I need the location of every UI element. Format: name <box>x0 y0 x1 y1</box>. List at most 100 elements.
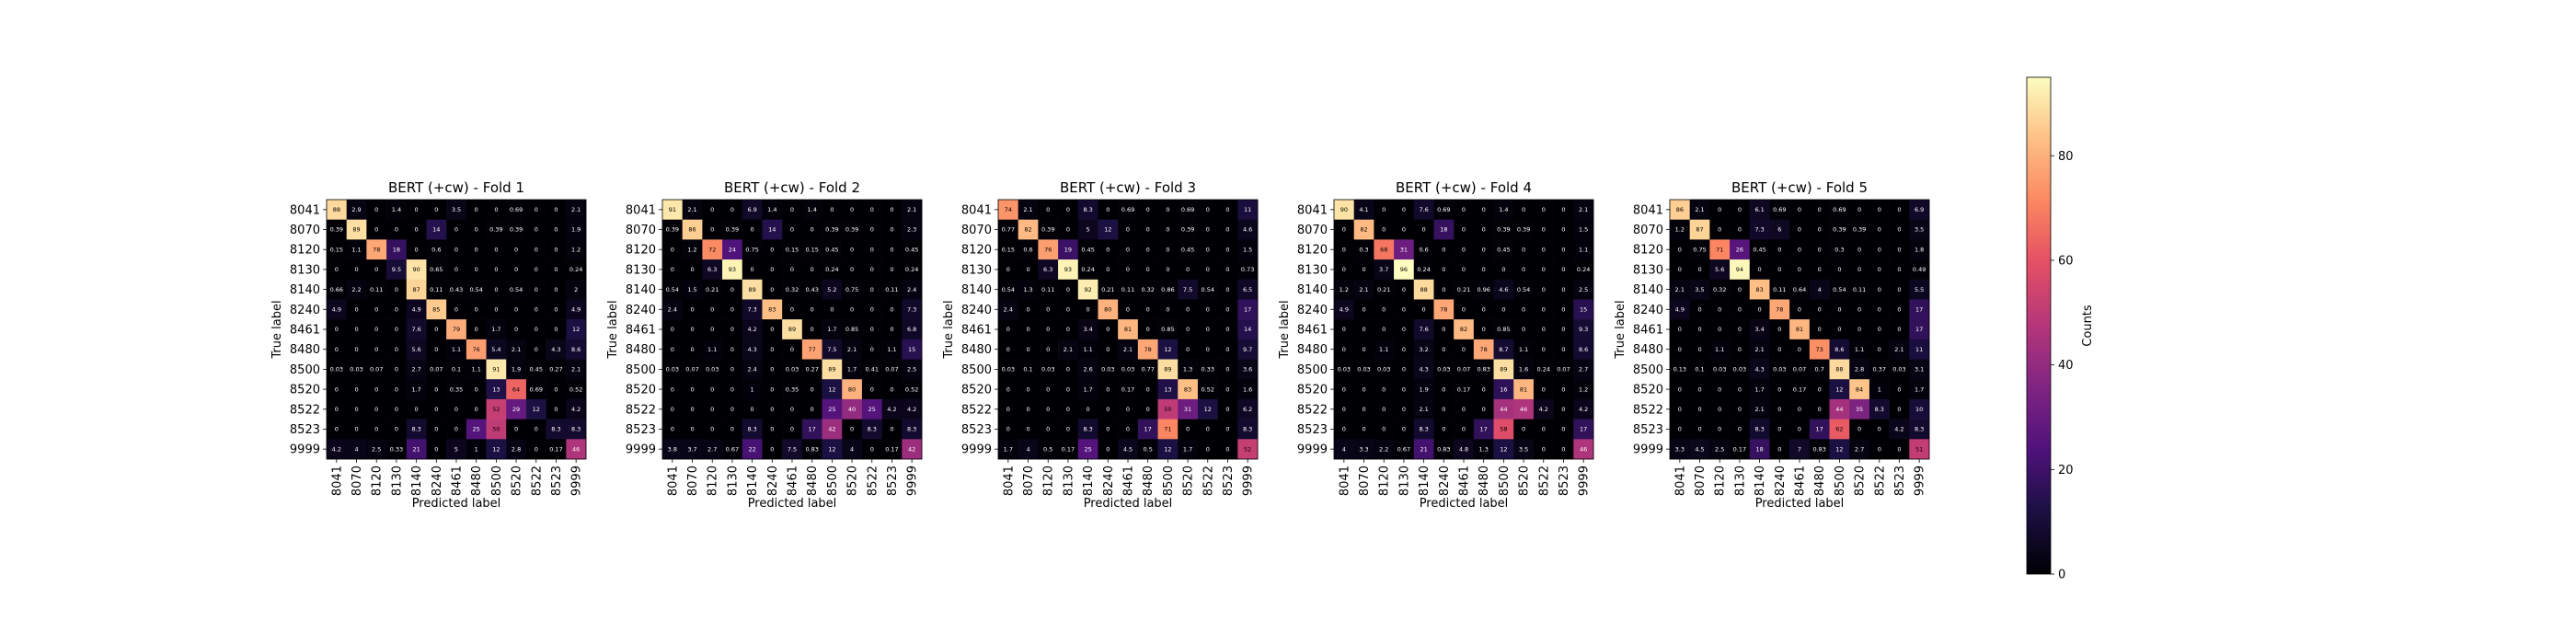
cell-value-label: 1.7 <box>847 366 857 374</box>
heatmap-cell <box>1513 419 1535 440</box>
heatmap-cell <box>1670 359 1690 380</box>
heatmap-cell <box>1433 279 1455 300</box>
heatmap-cell <box>1197 239 1218 260</box>
x-tick-label: 8523 <box>1558 466 1571 496</box>
heatmap-cell <box>782 398 803 420</box>
cell-value-label: 21 <box>1420 445 1427 453</box>
heatmap-cell <box>682 279 703 300</box>
cell-value-label: 0 <box>1362 266 1365 273</box>
heatmap-cell <box>722 200 743 220</box>
heatmap-cell <box>1689 200 1710 220</box>
heatmap-cell <box>486 379 507 400</box>
heatmap-cell <box>327 239 347 260</box>
heatmap-cell <box>1709 339 1731 360</box>
cell-value-label: 0.85 <box>1497 326 1510 333</box>
cell-value-label: 0.03 <box>1041 366 1054 374</box>
cell-value-label: 4.6 <box>1499 286 1508 293</box>
cell-value-label: 82 <box>1024 226 1031 234</box>
cell-value-label: 0 <box>374 266 378 273</box>
cell-value-label: 0 <box>850 306 854 314</box>
heatmap-cell <box>801 200 822 220</box>
cell-value-label: 0 <box>1482 206 1486 213</box>
heatmap-cell <box>1374 339 1395 360</box>
cell-value-label: 25 <box>1084 445 1091 453</box>
heatmap-cell <box>1038 379 1059 400</box>
cell-value-label: 87 <box>412 286 420 293</box>
heatmap-cell <box>1889 319 1910 340</box>
cell-value-label: 0 <box>870 286 874 293</box>
cell-value-label: 3.3 <box>1359 445 1368 453</box>
heatmap-cell <box>366 359 387 380</box>
heatmap-cell <box>998 419 1018 440</box>
x-tick-label: 8240 <box>1438 466 1452 496</box>
cell-value-label: 91 <box>669 206 676 213</box>
y-tick-label: 8480 <box>961 343 992 357</box>
heatmap-cell <box>861 398 882 420</box>
heatmap-cell <box>782 279 803 300</box>
cell-value-label: 2.1 <box>687 206 696 213</box>
cell-value-label: 0 <box>1738 385 1742 393</box>
heatmap-cell <box>1473 379 1494 400</box>
cell-value-label: 7.5 <box>827 346 836 353</box>
cell-value-label: 64 <box>512 385 520 393</box>
heatmap-cell <box>1038 419 1059 440</box>
cell-value-label: 0 <box>1542 346 1546 353</box>
cell-value-label: 0 <box>1542 226 1546 234</box>
heatmap-cell <box>742 319 763 340</box>
heatmap-cell <box>662 299 683 320</box>
cell-value-label: 10 <box>1915 406 1923 413</box>
cell-value-label: 83 <box>768 306 776 314</box>
cell-value-label: 0 <box>1026 426 1029 433</box>
cell-value-label: 1.7 <box>411 385 420 393</box>
cell-value-label: 0 <box>1798 226 1801 234</box>
cell-value-label: 0 <box>494 206 498 213</box>
cell-value-label: 0.03 <box>1101 366 1114 374</box>
cell-value-label: 2.1 <box>1359 286 1368 293</box>
cell-value-label: 0.11 <box>1041 286 1054 293</box>
heatmap-cell <box>1394 439 1415 460</box>
cell-value-label: 1.4 <box>1499 206 1508 213</box>
cell-value-label: 42 <box>908 445 915 453</box>
cell-value-label: 0 <box>1697 385 1701 393</box>
cell-value-label: 1.1 <box>1579 246 1588 253</box>
heatmap-cell <box>1809 419 1830 440</box>
cell-value-label: 0 <box>690 406 694 413</box>
cell-value-label: 12 <box>828 445 835 453</box>
heatmap-cell <box>1374 359 1395 380</box>
cell-value-label: 0 <box>554 246 558 253</box>
cell-value-label: 4.2 <box>571 406 581 413</box>
heatmap-cell <box>386 359 408 380</box>
heatmap-cell <box>842 439 863 460</box>
heatmap-cell <box>762 419 783 440</box>
heatmap-cell <box>1829 299 1850 320</box>
heatmap-cell <box>1394 319 1415 340</box>
cell-value-label: 0 <box>830 306 834 314</box>
heatmap-cell <box>406 200 427 220</box>
cell-value-label: 0 <box>1878 286 1881 293</box>
cell-value-label: 0 <box>1777 246 1781 253</box>
cell-value-label: 2.6 <box>1083 366 1092 374</box>
heatmap-cell <box>662 319 683 340</box>
heatmap-cell <box>1077 200 1098 220</box>
heatmap-cell <box>801 239 822 260</box>
heatmap-cell <box>566 339 587 360</box>
cell-value-label: 0.03 <box>1002 366 1015 374</box>
heatmap-cell <box>1670 419 1690 440</box>
heatmap-cell <box>662 339 683 360</box>
heatmap-cell <box>881 339 903 360</box>
cell-value-label: 4.3 <box>747 346 756 353</box>
heatmap-cell <box>1077 439 1098 460</box>
cell-value-label: 0 <box>1066 406 1070 413</box>
cell-value-label: 1.5 <box>1579 226 1588 234</box>
heatmap-cell <box>1749 379 1770 400</box>
heatmap-cell <box>1533 319 1554 340</box>
heatmap-cell <box>998 200 1018 220</box>
cell-value-label: 0.96 <box>1477 286 1489 293</box>
cell-value-label: 0 <box>1678 385 1682 393</box>
x-tick-label: 8500 <box>1162 466 1176 496</box>
heatmap-cell <box>1058 299 1079 320</box>
cell-value-label: 4.9 <box>571 306 581 314</box>
heatmap-cell <box>1689 259 1710 281</box>
heatmap-cell <box>1789 419 1811 440</box>
heatmap-cell <box>1493 339 1514 360</box>
